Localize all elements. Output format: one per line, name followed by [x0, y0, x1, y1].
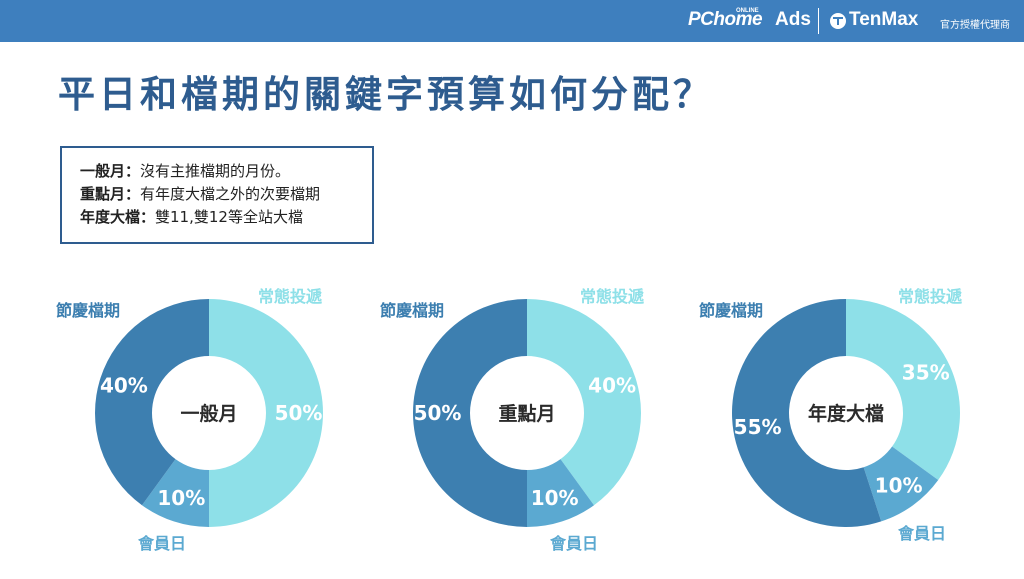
donut-slice-member-day	[863, 446, 939, 522]
donut-center-title: 一般月	[180, 402, 237, 425]
donut-slice-member-day	[527, 459, 595, 527]
donut-center-title: 年度大檔	[808, 402, 884, 425]
donut-slice-festival	[732, 299, 882, 527]
slice-value-label: 40%	[588, 373, 636, 397]
pchome-logo: PChome	[688, 9, 763, 30]
category-label-regular: 常態投遞	[580, 287, 645, 306]
definition-desc: 雙11,雙12等全站大檔	[155, 208, 303, 226]
category-label-festival: 節慶檔期	[698, 301, 763, 320]
donut-slice-festival	[413, 299, 527, 527]
slice-value-label: 10%	[531, 486, 579, 510]
definition-box: 一般月：沒有主推檔期的月份。 重點月：有年度大檔之外的次要檔期 年度大檔：雙11…	[60, 146, 374, 244]
definition-term: 重點月：	[80, 185, 141, 203]
category-label-festival: 節慶檔期	[55, 301, 120, 320]
authorized-agent-label: 官方授權代理商	[940, 20, 1010, 31]
donut-slice-member-day	[141, 459, 209, 527]
category-label-regular: 常態投遞	[898, 287, 963, 306]
definition-desc: 沒有主推檔期的月份。	[140, 162, 291, 180]
tenmax-logo-icon	[830, 13, 846, 29]
brand-divider	[818, 8, 819, 34]
donut-slice-regular	[846, 299, 960, 481]
definition-normal-month: 一般月：沒有主推檔期的月份。	[80, 160, 372, 183]
category-label-member-day: 會員日	[897, 524, 946, 543]
donut-slice-regular	[527, 299, 641, 506]
definition-term: 年度大檔：	[80, 208, 156, 226]
slice-value-label: 55%	[734, 415, 782, 439]
pchome-online-tag: ONLINE	[736, 8, 759, 14]
category-label-member-day: 會員日	[549, 534, 598, 553]
donut-slice-festival	[94, 299, 209, 506]
ads-logo-text: Ads	[775, 9, 811, 30]
page-title: 平日和檔期的關鍵字預算如何分配？	[58, 73, 714, 116]
slice-value-label: 50%	[414, 401, 462, 425]
category-label-regular: 常態投遞	[258, 287, 323, 306]
category-label-member-day: 會員日	[137, 534, 186, 553]
donut-center-title: 重點月	[498, 402, 555, 425]
tenmax-logo-text: TenMax	[849, 9, 919, 30]
slice-value-label: 50%	[275, 401, 323, 425]
donut-slice-regular	[209, 299, 323, 527]
top-bar: PChome ONLINE Ads TenMax 官方授權代理商	[0, 0, 1024, 42]
slice-value-label: 10%	[157, 486, 205, 510]
definition-annual-event: 年度大檔：雙11,雙12等全站大檔	[80, 206, 372, 229]
category-label-festival: 節慶檔期	[379, 301, 444, 320]
definition-key-month: 重點月：有年度大檔之外的次要檔期	[80, 183, 372, 206]
definition-desc: 有年度大檔之外的次要檔期	[140, 185, 321, 203]
slice-value-label: 40%	[100, 373, 148, 397]
slice-value-label: 10%	[875, 473, 923, 497]
slice-value-label: 35%	[902, 360, 950, 384]
definition-term: 一般月：	[80, 162, 141, 180]
